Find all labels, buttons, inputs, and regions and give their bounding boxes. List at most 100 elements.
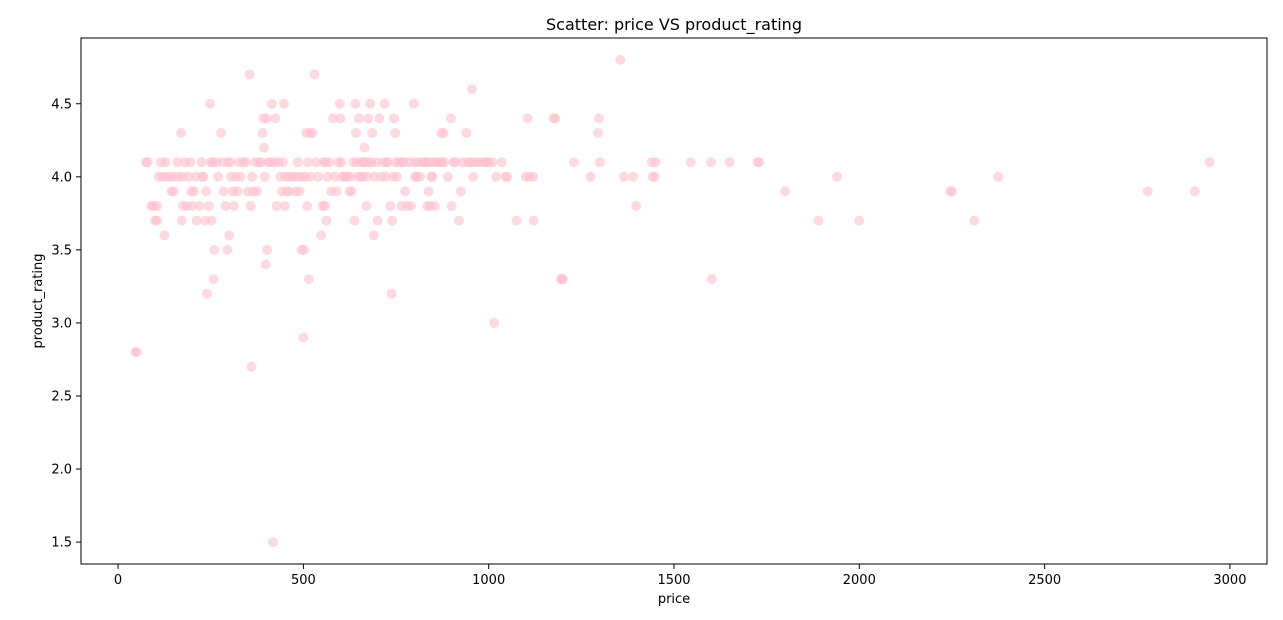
data-point	[706, 274, 717, 285]
y-tick-label: 3.0	[51, 316, 72, 331]
data-point	[261, 113, 272, 124]
data-point	[528, 215, 539, 226]
data-point	[271, 201, 282, 211]
data-point	[152, 201, 162, 211]
data-point	[220, 201, 231, 211]
data-point	[780, 186, 791, 197]
data-point	[467, 84, 477, 95]
x-tick-label: 2000	[843, 573, 876, 588]
data-point	[385, 201, 396, 211]
data-point	[176, 128, 187, 138]
data-point	[189, 186, 199, 197]
data-point	[442, 171, 453, 182]
data-point	[390, 128, 401, 138]
data-point	[257, 128, 268, 138]
data-point	[270, 113, 281, 124]
data-point	[365, 98, 376, 109]
data-point	[292, 157, 303, 168]
y-tick-label: 1.5	[51, 536, 72, 551]
data-point	[329, 171, 340, 182]
x-tick-label: 500	[291, 573, 316, 588]
data-point	[585, 171, 596, 182]
data-point	[363, 113, 374, 124]
data-point	[172, 157, 183, 168]
data-point	[450, 157, 461, 168]
data-point	[307, 128, 318, 138]
data-point	[196, 157, 207, 168]
data-point	[303, 274, 314, 285]
data-point	[468, 171, 479, 182]
data-point	[334, 98, 345, 109]
data-point	[216, 128, 227, 138]
data-point	[131, 347, 142, 358]
data-point	[594, 157, 605, 168]
data-point	[202, 288, 212, 299]
data-point	[299, 244, 310, 255]
data-point	[427, 171, 438, 182]
data-point	[222, 244, 233, 255]
data-point	[305, 171, 316, 182]
data-point	[198, 171, 209, 182]
y-tick-label: 2.0	[51, 463, 72, 478]
x-tick-label: 0	[114, 573, 122, 588]
y-tick-label: 4.0	[51, 170, 72, 185]
data-point	[218, 186, 229, 197]
data-point	[423, 186, 434, 197]
data-point	[209, 244, 220, 255]
data-point	[279, 98, 290, 109]
data-point	[387, 215, 398, 226]
data-point	[362, 171, 373, 182]
x-axis-label: price	[658, 592, 690, 607]
data-point	[183, 171, 194, 182]
data-point	[491, 171, 502, 182]
x-tick-label: 3000	[1213, 573, 1246, 588]
y-tick-label: 3.5	[51, 243, 72, 258]
data-point	[455, 186, 466, 197]
data-point	[159, 230, 170, 241]
data-point	[259, 171, 270, 182]
data-point	[550, 113, 561, 124]
data-point	[557, 274, 568, 285]
data-point	[429, 201, 440, 211]
data-point	[359, 142, 370, 153]
data-point	[345, 171, 356, 182]
data-point	[832, 171, 843, 182]
data-point	[176, 215, 187, 226]
points-layer	[130, 54, 1215, 548]
data-point	[386, 288, 397, 299]
data-point	[379, 98, 390, 109]
data-point	[228, 201, 239, 211]
data-point	[322, 171, 333, 182]
data-point	[439, 157, 450, 168]
data-point	[335, 113, 346, 124]
data-point	[445, 113, 456, 124]
data-point	[706, 157, 717, 168]
data-point	[328, 113, 338, 124]
x-tick-label: 1000	[472, 573, 505, 588]
data-point	[372, 215, 383, 226]
data-point	[568, 157, 579, 168]
data-point	[319, 201, 330, 211]
data-point	[594, 113, 605, 124]
data-point	[206, 215, 217, 226]
data-point	[389, 113, 400, 124]
data-point	[279, 201, 290, 211]
data-point	[191, 215, 202, 226]
data-point	[208, 274, 219, 285]
data-point	[361, 201, 372, 211]
data-point	[203, 201, 214, 211]
data-point	[225, 157, 235, 168]
y-tick-label: 4.5	[51, 97, 72, 112]
data-point	[350, 98, 361, 109]
data-point	[382, 157, 393, 168]
data-point	[374, 113, 385, 124]
data-point	[240, 157, 251, 168]
data-point	[947, 186, 957, 197]
data-point	[615, 54, 626, 65]
data-point	[232, 186, 243, 197]
data-point	[522, 113, 533, 124]
data-point	[324, 157, 335, 168]
x-axis-ticks: 0 500 1000 1500 2000 2500 3000	[114, 564, 1246, 588]
data-point	[685, 157, 696, 168]
